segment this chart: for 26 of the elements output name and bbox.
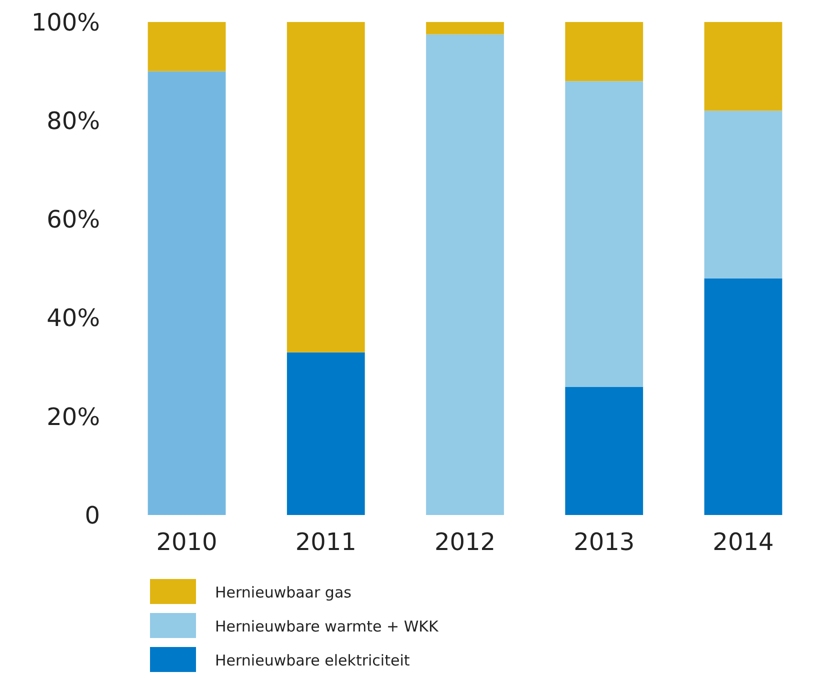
x-tick-label: 2012 (434, 528, 496, 556)
y-tick-label: 40% (46, 304, 100, 332)
legend-label: Hernieuwbare elektriciteit (215, 651, 410, 670)
x-tick-label: 2014 (712, 528, 774, 556)
y-tick-label: 60% (46, 206, 100, 234)
bar (565, 81, 644, 387)
bar (565, 386, 644, 515)
legend-label: Hernieuwbaar gas (215, 583, 352, 602)
bar (704, 278, 782, 515)
y-tick-label: 0 (84, 501, 100, 530)
bar (426, 22, 504, 34)
y-tick-label: 80% (46, 107, 100, 135)
bar (148, 71, 226, 515)
x-tick-label: 2010 (156, 528, 218, 556)
bar (565, 22, 644, 82)
y-tick-label: 20% (46, 402, 100, 431)
x-tick-label: 2011 (295, 528, 356, 556)
bar (704, 22, 782, 111)
x-tick-label: 2013 (574, 528, 635, 556)
legend-label: Hernieuwbare warmte + WKK (215, 617, 440, 636)
bar (704, 110, 782, 278)
bar (286, 352, 365, 515)
bar (148, 22, 226, 72)
bar (286, 22, 365, 352)
y-tick-label: 100% (31, 8, 100, 36)
bar (426, 34, 504, 515)
